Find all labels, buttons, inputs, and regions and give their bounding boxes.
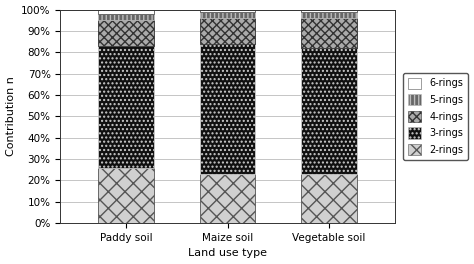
Y-axis label: Contribution n: Contribution n [6, 76, 16, 156]
Legend: 6-rings, 5-rings, 4-rings, 3-rings, 2-rings: 6-rings, 5-rings, 4-rings, 3-rings, 2-ri… [403, 73, 468, 160]
Bar [301, 48, 357, 174]
Bar [301, 12, 357, 18]
Bar [98, 46, 154, 168]
Bar [301, 174, 357, 223]
Bar [200, 174, 255, 223]
Bar [98, 14, 154, 20]
Bar [98, 20, 154, 46]
Bar [200, 44, 255, 174]
Bar [200, 18, 255, 44]
Bar [301, 10, 357, 12]
Bar [200, 12, 255, 18]
Bar [98, 168, 154, 223]
Bar [301, 18, 357, 48]
Bar [98, 10, 154, 14]
Bar [200, 10, 255, 12]
X-axis label: Land use type: Land use type [188, 248, 267, 258]
